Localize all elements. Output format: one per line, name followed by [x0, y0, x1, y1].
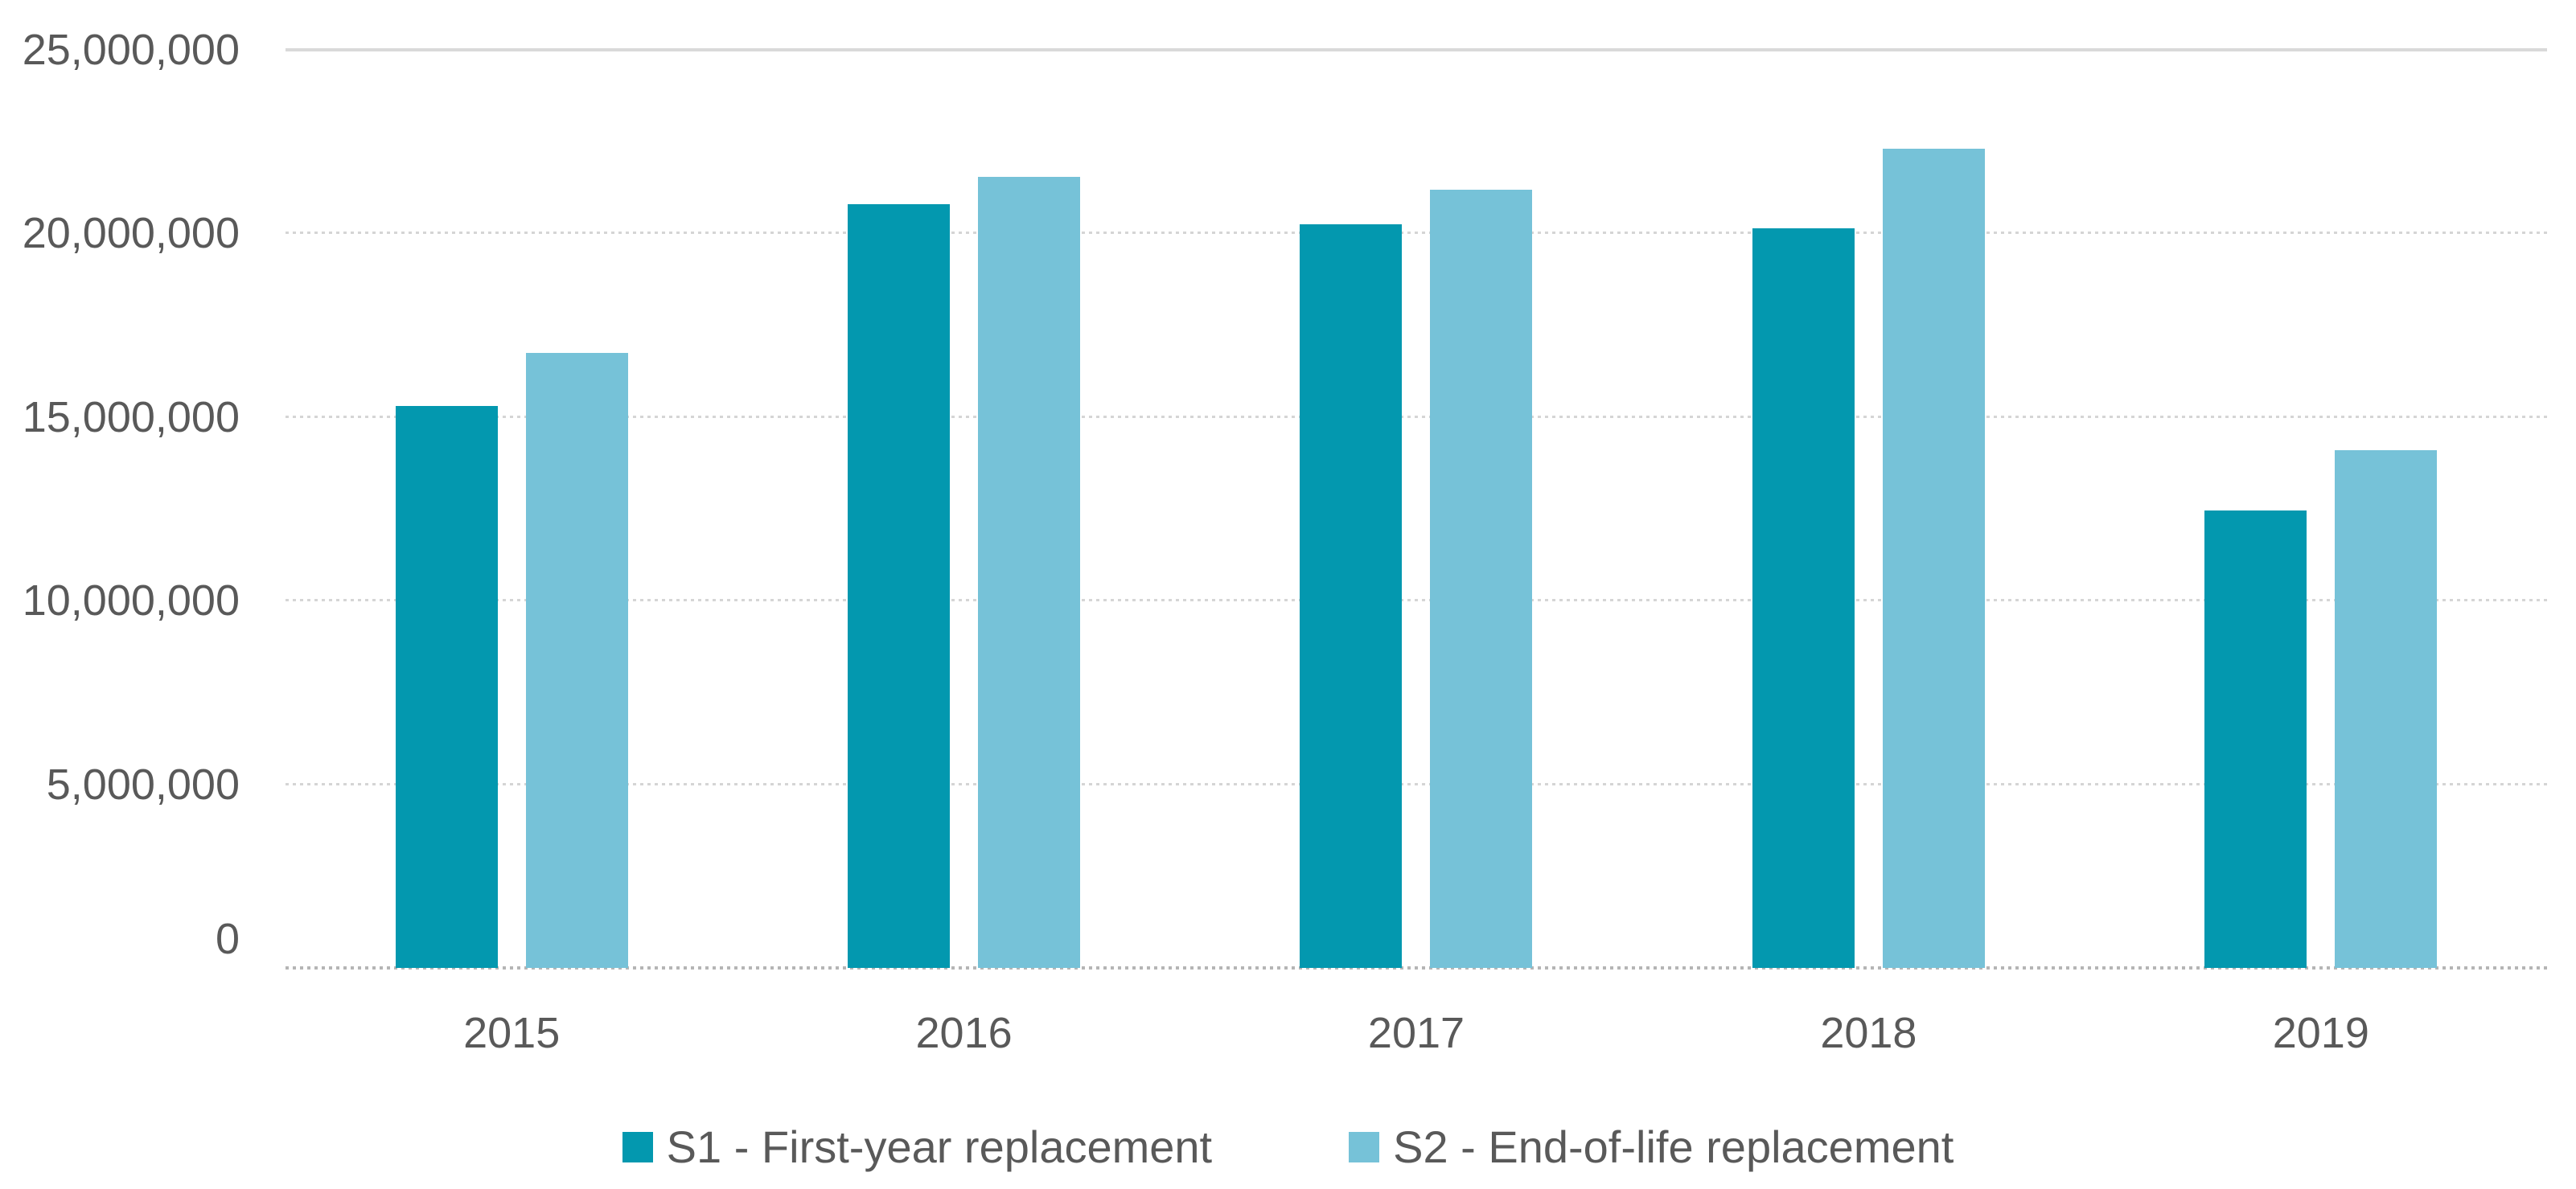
bar-s2-2015 — [525, 352, 628, 968]
legend-swatch-icon — [1349, 1132, 1380, 1162]
bar-s1-2015 — [395, 406, 498, 968]
bar-group-2016 — [737, 50, 1189, 968]
x-tick-label: 2018 — [1820, 1009, 1917, 1057]
legend-item-s1: S1 - First-year replacement — [622, 1119, 1212, 1175]
y-tick-label: 0 — [215, 915, 240, 963]
bar-s2-2017 — [1430, 189, 1533, 968]
bar-s1-2018 — [1752, 228, 1855, 968]
bar-group-2019 — [2095, 50, 2547, 968]
y-tick-label: 20,000,000 — [22, 209, 240, 258]
bar-s2-2018 — [1882, 149, 1985, 968]
y-tick-label: 10,000,000 — [22, 576, 240, 625]
gridline-25000000 — [286, 48, 2547, 51]
gridline-10000000 — [286, 599, 2547, 602]
x-tick-label: 2017 — [1367, 1009, 1465, 1057]
bar-s2-2019 — [2335, 449, 2438, 968]
x-axis-line — [286, 966, 2547, 970]
y-tick-label: 25,000,000 — [22, 26, 240, 74]
bar-s1-2019 — [2204, 510, 2307, 968]
plot-area — [286, 48, 2547, 970]
x-tick-label: 2019 — [2272, 1009, 2369, 1057]
bar-group-2018 — [1642, 50, 2094, 968]
y-tick-label: 15,000,000 — [22, 392, 240, 441]
bar-s1-2017 — [1300, 223, 1403, 968]
bar-group-2017 — [1190, 50, 1642, 968]
gridline-15000000 — [286, 415, 2547, 418]
legend-item-s2: S2 - End-of-life replacement — [1349, 1119, 1954, 1175]
bar-group-2015 — [286, 50, 737, 968]
legend: S1 - First-year replacement S2 - End-of-l… — [0, 1119, 2576, 1175]
y-tick-label: 5,000,000 — [46, 760, 240, 809]
x-tick-label: 2016 — [915, 1009, 1013, 1057]
legend-label: S1 - First-year replacement — [666, 1121, 1213, 1172]
gridline-5000000 — [286, 782, 2547, 785]
gridline-20000000 — [286, 232, 2547, 235]
bar-s1-2016 — [848, 203, 951, 968]
legend-label: S2 - End-of-life replacement — [1393, 1121, 1954, 1172]
x-tick-label: 2015 — [463, 1009, 561, 1057]
bar-s2-2016 — [978, 176, 1081, 968]
legend-swatch-icon — [622, 1132, 653, 1162]
